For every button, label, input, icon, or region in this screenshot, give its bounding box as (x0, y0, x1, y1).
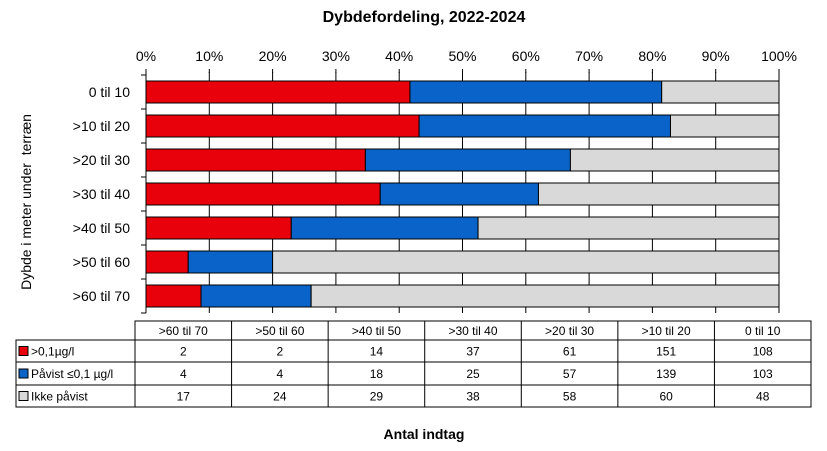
bar-segment (669, 114, 780, 138)
y-axis-categories: 0 til 10 >10 til 20 >20 til 30 >30 til 40 >4… (73, 74, 146, 314)
bar-segment (145, 216, 292, 240)
table-header-cell: >20 til 30 (545, 324, 594, 338)
bars (145, 80, 780, 308)
bar-segment (569, 148, 780, 172)
table-cell: 37 (466, 345, 480, 359)
legend-swatch (18, 368, 29, 379)
bar-segment (379, 182, 539, 206)
x-tick-label: 60% (512, 48, 540, 64)
table-cell: 4 (180, 367, 187, 381)
y-axis-label: Dybde i meter under terræn (18, 114, 34, 290)
y-category-label: 0 til 10 (89, 84, 130, 100)
bar-segment (200, 284, 312, 308)
bar-segment (145, 114, 420, 138)
table-cell: 25 (466, 367, 480, 381)
y-category-label: >10 til 20 (73, 118, 130, 134)
legend-swatch (18, 346, 29, 356)
legend-label: >0,1µg/l (31, 345, 74, 359)
x-axis-label: Antal indtag (384, 426, 465, 442)
bar-segment (477, 216, 780, 240)
x-tick-label: 20% (259, 48, 287, 64)
legend-label: Ikke påvist (31, 390, 88, 404)
x-tick-label: 10% (195, 48, 223, 64)
legend-label: Påvist ≤0,1 µg/l (31, 367, 113, 381)
x-tick-label: 30% (322, 48, 350, 64)
bar-segment (537, 182, 780, 206)
bar-segment (187, 250, 274, 274)
table-header-cell: >30 til 40 (448, 324, 497, 338)
y-category-label: >50 til 60 (73, 254, 130, 270)
table-header-cell: >60 til 70 (159, 324, 208, 338)
bar-segment (272, 250, 780, 274)
bar-segment (145, 250, 189, 274)
bar-segment (418, 114, 671, 138)
table-cell: 58 (563, 390, 577, 404)
bar-segment (310, 284, 780, 308)
table-cell: 29 (370, 390, 384, 404)
y-category-label: >60 til 70 (73, 288, 130, 304)
table-cell: 139 (656, 367, 676, 381)
y-category-label: >20 til 30 (73, 152, 130, 168)
bar-segment (409, 80, 663, 104)
y-category-label: >40 til 50 (73, 220, 130, 236)
x-tick-label: 100% (761, 48, 797, 64)
x-tick-label: 80% (638, 48, 666, 64)
table-cell: 151 (656, 345, 676, 359)
y-category-label: >30 til 40 (73, 186, 130, 202)
table-header-cell: >40 til 50 (352, 324, 401, 338)
table-header-cell: 0 til 10 (745, 324, 781, 338)
legend-swatch (18, 391, 29, 401)
table-cell: 57 (563, 367, 577, 381)
table-cell: 14 (370, 345, 384, 359)
table-cell: 17 (177, 390, 191, 404)
chart-title: Dybdefordeling, 2022-2024 (323, 9, 526, 26)
bar-segment (145, 148, 366, 172)
table-cell: 60 (659, 390, 673, 404)
x-axis-ticks: 0% 10% 20% 30% 40% 50% 60% 70% 80% 90% 100% (136, 48, 797, 73)
table-cell: 4 (277, 367, 284, 381)
bar-segment (661, 80, 780, 104)
bar-segment (364, 148, 571, 172)
table-cell: 2 (180, 345, 187, 359)
bar-segment (145, 182, 381, 206)
x-tick-label: 0% (136, 48, 156, 64)
table-cell: 108 (753, 345, 773, 359)
table-header-cell: >10 til 20 (642, 324, 691, 338)
bar-segment (145, 284, 202, 308)
bar-segment (145, 80, 411, 104)
table-cell: 2 (277, 345, 284, 359)
table-header-cell: >50 til 60 (255, 324, 304, 338)
x-tick-label: 90% (702, 48, 730, 64)
table-cell: 18 (370, 367, 384, 381)
table-cell: 61 (563, 345, 577, 359)
data-table: >60 til 70 >50 til 60 >40 til 50 >30 til 40… (15, 320, 812, 408)
x-tick-label: 40% (385, 48, 413, 64)
table-cell: 103 (753, 367, 773, 381)
x-tick-label: 50% (448, 48, 476, 64)
table-cell: 48 (756, 390, 770, 404)
x-tick-label: 70% (575, 48, 603, 64)
table-cell: 38 (466, 390, 480, 404)
table-cell: 24 (273, 390, 287, 404)
bar-segment (290, 216, 479, 240)
